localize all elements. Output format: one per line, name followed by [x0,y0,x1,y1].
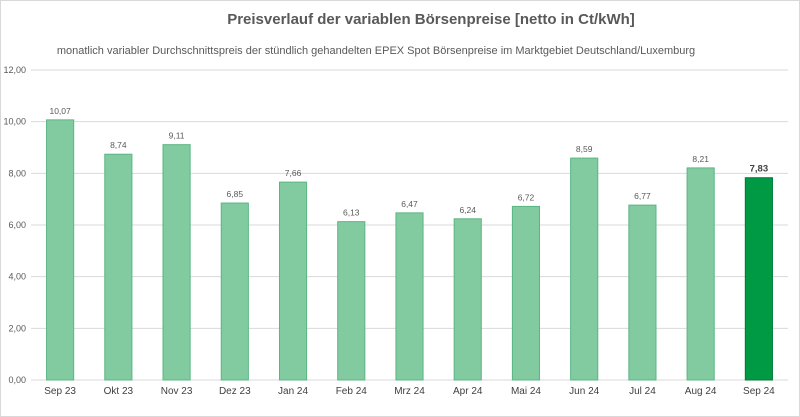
data-label: 6,85 [227,189,244,199]
bar [395,212,424,381]
bar [278,181,308,381]
bar [511,205,541,381]
x-tick-label: Sep 23 [44,386,76,397]
bar [162,144,191,381]
x-tick-label: Mrz 24 [394,386,425,397]
x-tick-label: Jan 24 [278,386,308,397]
data-label: 10,07 [49,106,71,116]
y-tick-label: 10,00 [3,117,26,127]
x-tick-label: Dez 23 [219,386,251,397]
data-label: 6,47 [401,199,418,209]
bar [337,221,366,381]
bar [628,204,657,381]
data-label: 6,72 [518,192,535,202]
bar [744,177,773,381]
y-tick-label: 8,00 [8,168,26,178]
bar [104,153,133,381]
x-tick-label: Jun 24 [569,386,599,397]
bar [686,167,715,381]
data-label: 8,21 [692,154,709,164]
data-label: 8,74 [110,140,127,150]
data-label: 6,77 [634,191,651,201]
x-tick-label: Feb 24 [336,386,368,397]
data-label: 8,59 [576,144,593,154]
data-label: 7,66 [285,168,302,178]
y-tick-label: 0,00 [8,375,26,385]
chart-subtitle: monatlich variabler Durchschnittspreis d… [56,45,696,57]
x-tick-label: Nov 23 [161,386,193,397]
bar [46,119,75,381]
x-tick-label: Apr 24 [453,386,483,397]
x-tick-label: Sep 24 [743,386,775,397]
chart-title: Preisverlauf der variablen Börsenpreise … [227,11,635,28]
data-label: 6,13 [343,208,360,218]
bar [453,218,482,381]
x-tick-label: Okt 23 [104,386,134,397]
data-label: 9,11 [169,131,185,141]
y-tick-label: 12,00 [3,65,26,75]
bar [220,202,249,381]
data-label: 7,83 [750,164,769,175]
y-tick-label: 6,00 [8,220,26,230]
y-tick-label: 4,00 [8,272,26,282]
x-tick-label: Jul 24 [629,386,656,397]
x-tick-label: Mai 24 [511,386,541,397]
y-tick-label: 2,00 [8,323,26,333]
data-label: 6,24 [459,205,476,215]
bar [570,157,599,381]
x-tick-label: Aug 24 [685,386,717,397]
